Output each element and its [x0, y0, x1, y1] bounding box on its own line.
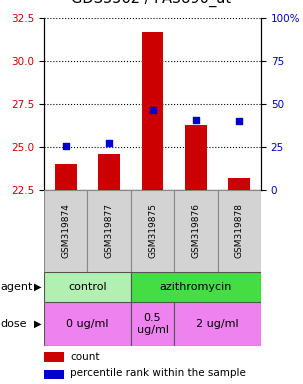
Text: dose: dose: [0, 319, 26, 329]
Bar: [44, 302, 131, 346]
Text: GDS3562 / PA3890_at: GDS3562 / PA3890_at: [72, 0, 231, 7]
Point: [194, 117, 198, 123]
Text: 2 ug/ml: 2 ug/ml: [196, 319, 239, 329]
Text: percentile rank within the sample: percentile rank within the sample: [70, 368, 246, 378]
Bar: [55, 164, 77, 190]
Text: 0 ug/ml: 0 ug/ml: [66, 319, 109, 329]
Bar: [218, 190, 261, 272]
Bar: [174, 302, 261, 346]
Bar: [44, 190, 87, 272]
Text: agent: agent: [0, 282, 32, 292]
Bar: [131, 190, 174, 272]
Text: GSM319877: GSM319877: [105, 204, 114, 258]
Bar: [142, 32, 163, 190]
Bar: [185, 125, 207, 190]
Text: GSM319878: GSM319878: [235, 204, 244, 258]
Bar: [44, 370, 64, 379]
Text: GSM319874: GSM319874: [61, 204, 70, 258]
Text: 0.5
ug/ml: 0.5 ug/ml: [136, 313, 168, 335]
Text: GSM319875: GSM319875: [148, 204, 157, 258]
Text: ▶: ▶: [34, 282, 42, 292]
Text: count: count: [70, 352, 100, 362]
Bar: [131, 272, 261, 302]
Text: azithromycin: azithromycin: [160, 282, 232, 292]
Bar: [98, 154, 120, 190]
Text: GSM319876: GSM319876: [191, 204, 200, 258]
Point: [237, 118, 242, 124]
Bar: [44, 352, 64, 362]
Bar: [87, 190, 131, 272]
Text: control: control: [68, 282, 107, 292]
Bar: [174, 190, 218, 272]
Bar: [228, 178, 250, 190]
Bar: [131, 302, 174, 346]
Point: [107, 140, 112, 146]
Text: ▶: ▶: [34, 319, 42, 329]
Point: [63, 143, 68, 149]
Bar: [44, 272, 131, 302]
Point: [150, 107, 155, 113]
